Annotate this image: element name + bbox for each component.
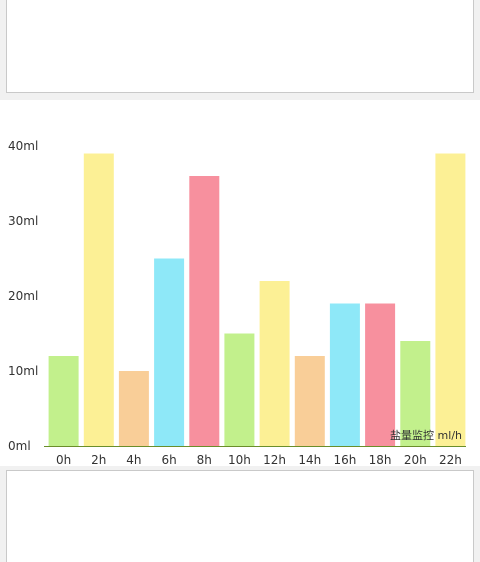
bar-6h (154, 258, 185, 446)
x-tick-label: 0h (56, 453, 71, 466)
bar-16h (329, 303, 360, 446)
x-tick-label: 22h (439, 453, 462, 466)
y-tick-label: 30ml (8, 214, 38, 228)
x-tick-label: 14h (298, 453, 321, 466)
x-axis: 0h 2h 4h 6h 8h 10h 12h 14h 16h 18h 20h 22h (44, 446, 466, 467)
bar-chart: 0ml 10ml 20ml 30ml 40ml 0h 2h 4h 6h 8h 10h 12h 14h 1… (8, 139, 466, 467)
y-tick-label: 40ml (8, 139, 38, 153)
x-tick-label: 18h (369, 453, 392, 466)
bar-4h (118, 371, 149, 446)
y-tick-label: 0ml (8, 439, 31, 453)
x-tick-label: 20h (404, 453, 427, 466)
bar-0h (48, 356, 79, 446)
bar-8h (189, 176, 220, 446)
unit-label: 盐量监控 ml/h (390, 428, 462, 442)
x-tick-label: 8h (197, 453, 212, 466)
x-tick-label: 10h (228, 453, 251, 466)
chart-panel: 0ml 10ml 20ml 30ml 40ml 0h 2h 4h 6h 8h 10h 12h 14h 1… (0, 100, 480, 467)
x-tick-label: 2h (91, 453, 106, 466)
bar-10h (224, 333, 255, 446)
bar-12h (259, 281, 290, 446)
x-tick-label: 16h (333, 453, 356, 466)
top-panel (6, 0, 474, 93)
x-tick-label: 6h (161, 453, 176, 466)
x-tick-label: 12h (263, 453, 286, 466)
bar-18h (365, 303, 396, 446)
bar-2h (83, 153, 114, 446)
y-tick-label: 10ml (8, 364, 38, 378)
bar-20h (400, 341, 431, 446)
y-axis: 0ml 10ml 20ml 30ml 40ml (8, 139, 38, 453)
bar-22h (435, 153, 466, 446)
bottom-panel (6, 470, 474, 562)
x-tick-label: 4h (126, 453, 141, 466)
bar-14h (294, 356, 325, 446)
y-tick-label: 20ml (8, 289, 38, 303)
bars-group (48, 153, 466, 446)
